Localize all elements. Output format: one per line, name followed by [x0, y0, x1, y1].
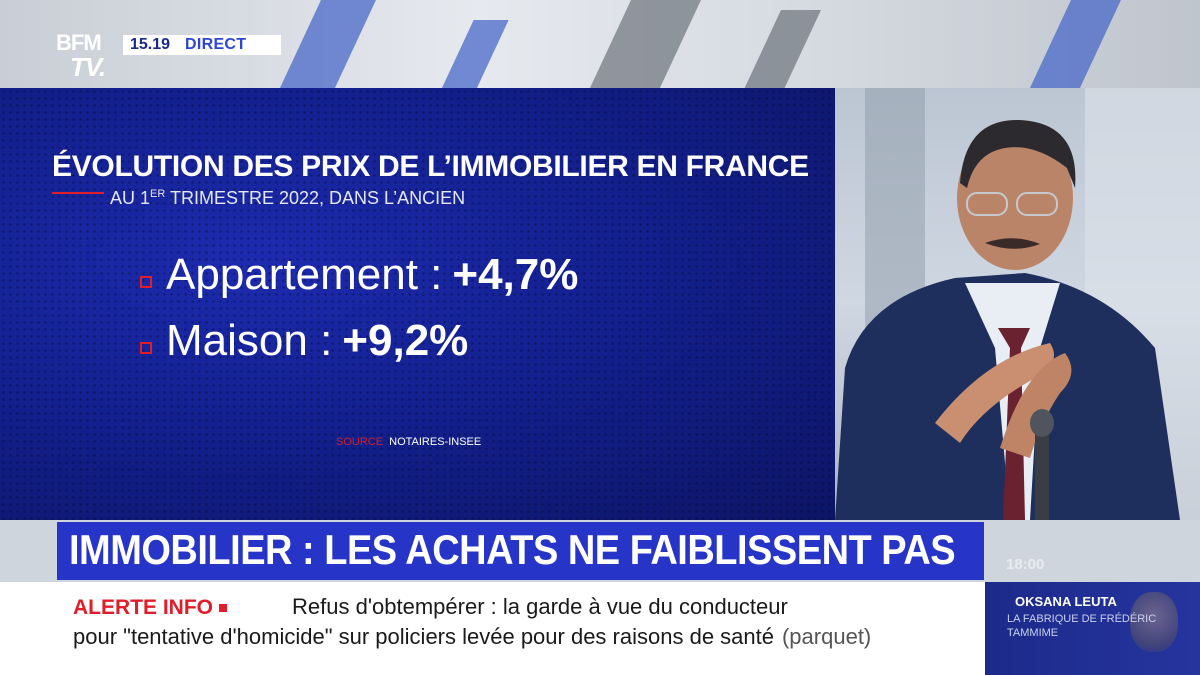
broadcast-time: 15.19: [130, 36, 171, 53]
stat-label: Appartement :: [166, 250, 443, 299]
promo-subtitle: LA FABRIQUE DE FRÉDÉRIC TAMMIME: [1007, 613, 1157, 639]
logo-text-bottom: TV.: [70, 52, 106, 82]
graphic-subtitle: AU 1ER TRIMESTRE 2022, DANS L’ANCIEN: [110, 188, 466, 208]
channel-logo: BFM TV.: [56, 32, 118, 84]
news-ticker: ALERTE INFO Refus d'obtempérer : la gard…: [0, 582, 985, 675]
stat-label: Maison :: [166, 316, 333, 365]
stat-value: +4,7%: [452, 250, 579, 299]
presenter-video: [835, 88, 1200, 520]
info-graphic: ÉVOLUTION DES PRIX DE L’IMMOBILIER EN FR…: [0, 88, 835, 520]
square-bullet-icon: [140, 342, 152, 354]
broadcast-clock: 18:00: [1006, 556, 1045, 573]
ticker-line-1: Refus d'obtempérer : la garde à vue du c…: [292, 594, 788, 619]
live-time-box: 15.19 DIRECT: [123, 35, 281, 55]
alert-square-icon: [219, 604, 227, 613]
live-label: DIRECT: [185, 36, 247, 53]
stat-item-appartement: Appartement : +4,7%: [140, 250, 578, 300]
headline-banner: IMMOBILIER : LES ACHATS NE FAIBLISSENT P…: [57, 522, 984, 580]
ticker-source: (parquet): [781, 624, 872, 649]
graphic-source: SOURCE NOTAIRES-INSEE: [336, 436, 481, 448]
stat-item-maison: Maison : +9,2%: [140, 316, 468, 366]
presenter-figure: [835, 119, 1180, 520]
square-bullet-icon: [140, 276, 152, 288]
stat-value: +9,2%: [342, 316, 469, 365]
alert-info-label: ALERTE INFO: [73, 596, 227, 620]
headline-text: IMMOBILIER : LES ACHATS NE FAIBLISSENT P…: [69, 527, 956, 574]
program-promo: OKSANA LEUTA LA FABRIQUE DE FRÉDÉRIC TAM…: [985, 582, 1200, 675]
graphic-title: ÉVOLUTION DES PRIX DE L’IMMOBILIER EN FR…: [52, 150, 809, 183]
ticker-line-2: pour "tentative d'homicide" sur policier…: [73, 624, 872, 649]
title-accent-line: [52, 192, 104, 194]
source-label: SOURCE: [336, 436, 384, 448]
promo-name: OKSANA LEUTA: [1015, 594, 1117, 609]
promo-portrait: [1130, 592, 1178, 652]
logo-text-top: BFM: [56, 30, 102, 55]
source-text: NOTAIRES-INSEE: [389, 436, 482, 448]
